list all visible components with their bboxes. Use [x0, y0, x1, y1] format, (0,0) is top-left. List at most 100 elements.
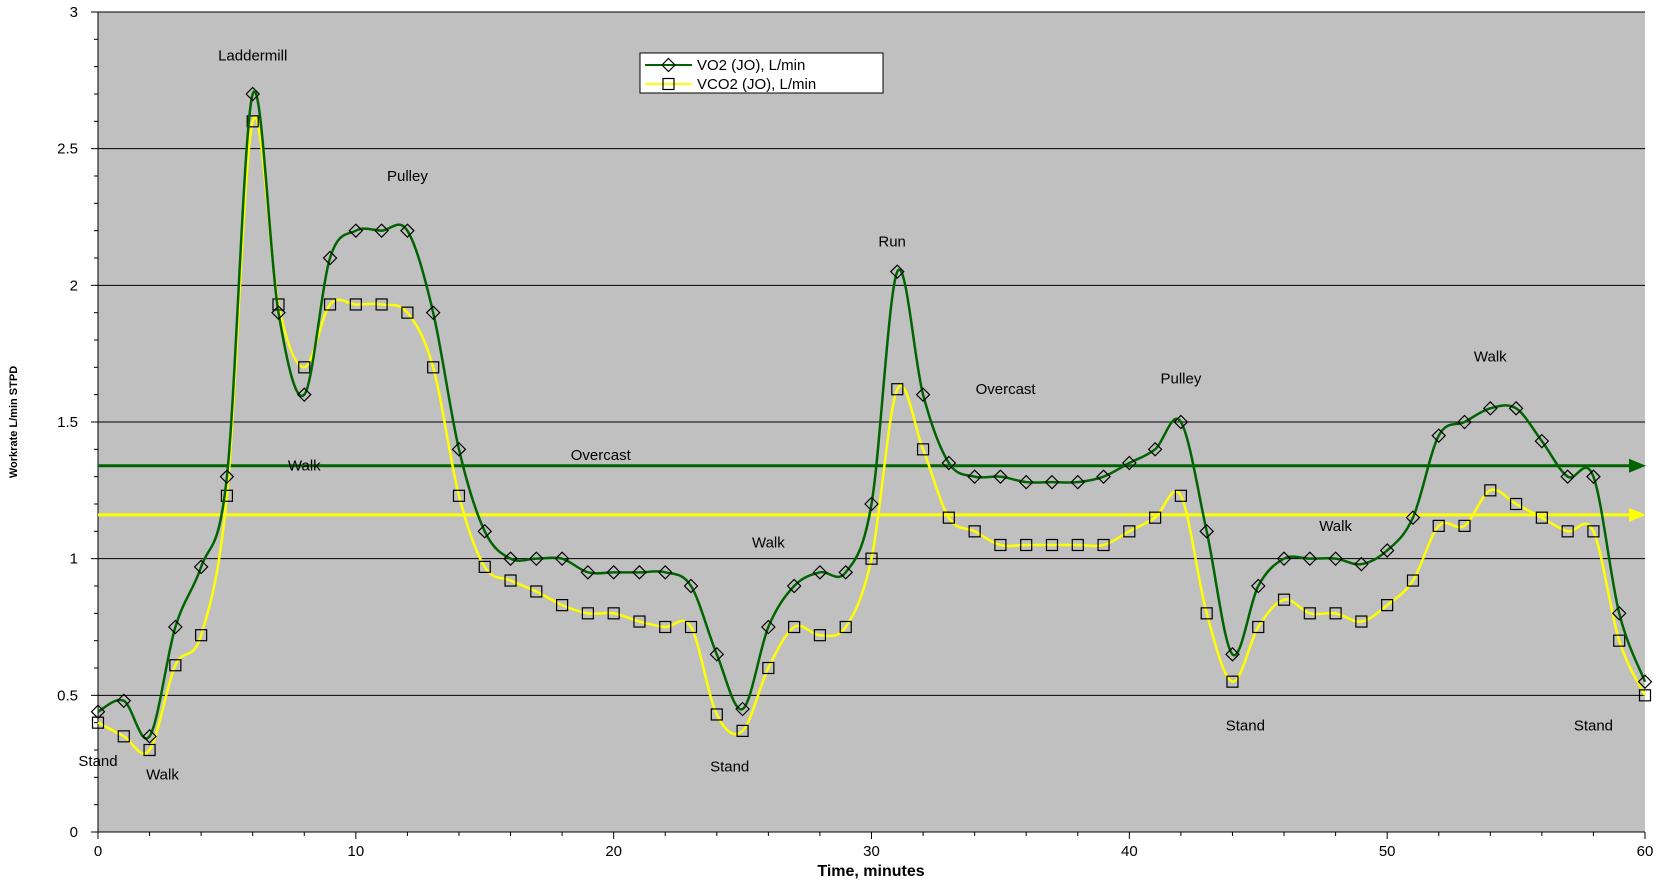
vo2-point [477, 523, 493, 539]
vo2-point [864, 496, 879, 512]
vco2-point [1226, 675, 1239, 688]
vco2-point [1458, 519, 1471, 532]
vo2-point [786, 578, 802, 594]
vo2-point [657, 564, 673, 580]
vco2-point [1406, 574, 1420, 587]
vco2-point [1149, 511, 1162, 524]
annotation: Pulley [1160, 370, 1201, 387]
x-tick-label: 20 [605, 843, 622, 860]
y-tick-label: 2.5 [57, 141, 78, 158]
vo2-point [90, 704, 106, 720]
vco2-point [1252, 620, 1265, 634]
vco2-point [1200, 607, 1213, 620]
vo2-point [1405, 510, 1421, 526]
annotation: Walk [1319, 518, 1352, 535]
vco2-point [1613, 634, 1626, 647]
vco2-point [323, 298, 337, 311]
y-tick-label: 0 [70, 824, 78, 841]
vo2-point [1044, 474, 1060, 490]
vco2-point [91, 716, 105, 729]
vo2-point [683, 578, 699, 594]
vco2-point [169, 659, 182, 672]
y-tick-label: 0.5 [57, 687, 78, 704]
vo2-point [1431, 428, 1447, 444]
vo2-point [219, 469, 235, 485]
vo2-point [1586, 469, 1601, 485]
vo2-point [606, 564, 622, 580]
annotation: Walk [146, 767, 179, 784]
annotation: Overcast [976, 381, 1037, 398]
vo2-point [142, 728, 157, 744]
vo2-point [1199, 523, 1215, 539]
tick-labels: 00.511.522.530 10 20 30 40 50 60 [57, 4, 1653, 860]
vco2-point [1484, 484, 1497, 497]
vco2-point [427, 361, 440, 374]
vo2-point [1147, 441, 1163, 457]
vo2-point [1121, 455, 1137, 471]
vco2-point [1097, 538, 1110, 552]
series-line-vco2 [97, 116, 1647, 755]
vco2-point [1638, 689, 1652, 702]
y-tick-label: 2 [70, 277, 78, 294]
vo2-point [168, 619, 183, 635]
vo2-point [941, 455, 957, 471]
vco2-point [1432, 519, 1445, 532]
annotation: Pulley [387, 168, 428, 185]
vo2-point [1276, 551, 1292, 567]
vo2-point [1018, 474, 1034, 490]
vo2-point [812, 564, 828, 580]
vo2-point [1637, 674, 1653, 690]
vco2-point [401, 306, 414, 319]
annotation: Stand [1574, 717, 1613, 734]
y-tick-label: 1 [70, 551, 78, 568]
vco2-point [1045, 538, 1059, 552]
vo2-point [761, 619, 776, 635]
vo2-point [1611, 605, 1627, 621]
vo2-point [348, 223, 364, 239]
vco2-point [478, 560, 491, 573]
vco2-point [968, 525, 981, 538]
vco2-point [633, 615, 646, 628]
y-tick-label: 1.5 [57, 414, 78, 431]
x-tick-label: 30 [863, 843, 880, 860]
vco2-point [994, 538, 1007, 552]
annotation: Stand [1226, 717, 1265, 734]
vco2-point [1174, 489, 1188, 502]
vco2-point [1020, 538, 1033, 552]
vco2-point [659, 620, 672, 634]
annotation: Walk [752, 534, 785, 551]
annotation: Laddermill [218, 48, 287, 65]
vo2-point [1482, 400, 1498, 416]
x-tick-label: 50 [1379, 843, 1396, 860]
vo2-point [193, 559, 209, 575]
vo2-point [271, 305, 286, 321]
axes [91, 11, 1646, 839]
annotation: Overcast [571, 447, 632, 464]
annotation: Run [878, 234, 906, 251]
vo2-point [709, 646, 725, 662]
vo2-point [580, 564, 596, 580]
vco2-point [298, 361, 311, 374]
vco2-point [1277, 593, 1291, 606]
vco2-point [1509, 497, 1523, 511]
vco2-point [736, 724, 749, 737]
x-tick-label: 40 [1121, 843, 1138, 860]
vco2-point [504, 574, 517, 587]
vo2-point [1508, 400, 1524, 416]
vo2-point [1302, 551, 1318, 567]
annotation: Stand [710, 758, 749, 775]
vo2-point [632, 564, 647, 580]
vo2-point [993, 469, 1008, 485]
x-axis-title: Time, minutes [817, 863, 924, 880]
vo2-point [1457, 414, 1472, 430]
vo2-point [503, 551, 518, 567]
annotation: Stand [78, 753, 117, 770]
vco2-point [452, 489, 466, 502]
vo2-point [889, 264, 905, 280]
vo2-point [1070, 474, 1086, 490]
vco2-point [246, 115, 259, 128]
vo2-point [1560, 469, 1575, 485]
vo2-point [425, 305, 441, 321]
vco2-point [891, 383, 904, 396]
series-group [90, 86, 1653, 757]
